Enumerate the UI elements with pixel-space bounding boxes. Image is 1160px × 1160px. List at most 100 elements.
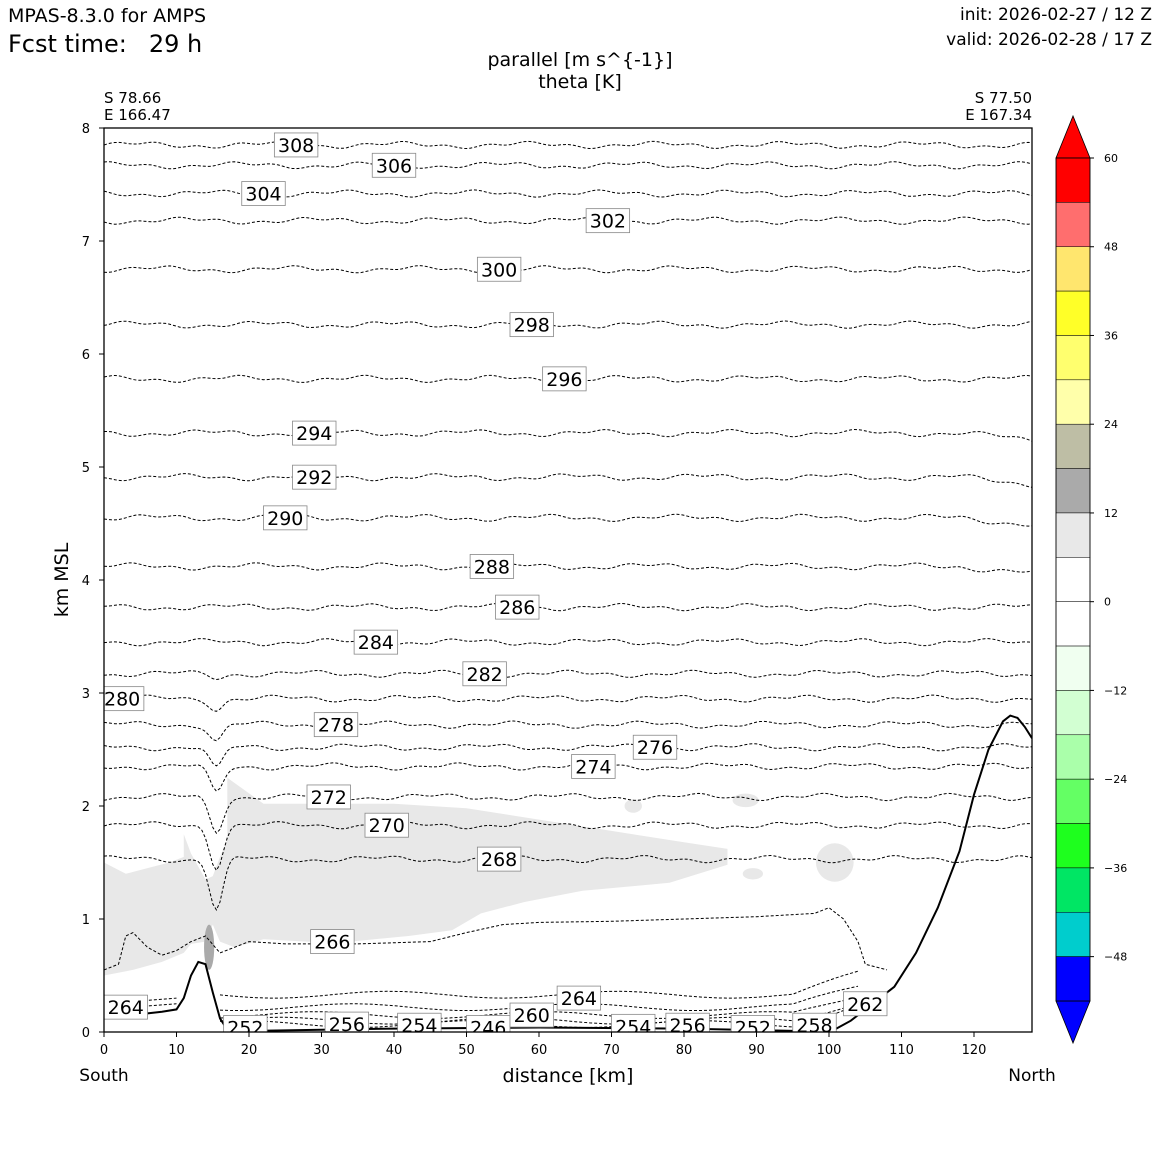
- left-end-latitude: S 78.66: [104, 89, 162, 107]
- contour-label-box: [371, 152, 417, 178]
- valid-time: valid: 2026-02-28 / 17 Z: [946, 30, 1152, 50]
- contour-label-box: [273, 132, 319, 158]
- colorbar-bin: [1055, 956, 1091, 1002]
- colorbar-bin: [1055, 290, 1091, 336]
- y-tick-label: 6: [82, 348, 90, 363]
- colorbar-bin: [1055, 645, 1091, 691]
- south-direction-label: South: [79, 1066, 129, 1086]
- colorbar-bin: [1055, 690, 1091, 736]
- y-tick-label: 3: [82, 687, 90, 702]
- contour-label: 288: [474, 556, 510, 578]
- colorbar-tick-label: 60: [1104, 152, 1118, 165]
- contour-label: 308: [278, 135, 314, 157]
- contour-label: 304: [245, 184, 281, 206]
- contour-label: 300: [481, 259, 517, 281]
- contour-label: 290: [267, 508, 303, 530]
- contour-label-box: [364, 812, 409, 838]
- colorbar-bin: [1055, 512, 1091, 558]
- app-title: MPAS-8.3.0 for AMPS: [8, 5, 207, 27]
- contour-label-box: [792, 1012, 837, 1032]
- contour-label-box: [313, 712, 359, 738]
- theta-contour: [104, 694, 1032, 712]
- contour-label: 282: [466, 664, 502, 686]
- contour-label: 276: [637, 737, 673, 759]
- contour-label: 272: [311, 787, 347, 809]
- contour-label-box: [542, 366, 587, 392]
- contour-label: 264: [108, 997, 144, 1019]
- colorbar-bin: [1055, 202, 1091, 247]
- theta-contour: [104, 216, 1032, 225]
- contour-label-box: [571, 754, 616, 779]
- theta-contour: [104, 720, 1032, 742]
- theta-contour: [104, 428, 1032, 442]
- y-tick-label: 1: [82, 913, 90, 928]
- x-axis-label: distance [km]: [502, 1065, 634, 1087]
- colorbar-over-arrow: [1055, 114, 1091, 159]
- colorbar-tick-label: 24: [1104, 418, 1118, 431]
- chart-subtitle: theta [K]: [538, 71, 622, 93]
- contour-label-box: [353, 629, 399, 655]
- x-tick-label: 80: [676, 1043, 693, 1058]
- contour-label: 298: [514, 315, 550, 337]
- colorbar-bin: [1055, 468, 1091, 514]
- theta-contour: [104, 669, 1032, 681]
- contour-label-box: [476, 256, 522, 282]
- x-tick-label: 100: [817, 1043, 842, 1058]
- contour-label-box: [292, 464, 337, 490]
- contour-label: 262: [847, 994, 883, 1016]
- contour-label: 254: [615, 1016, 651, 1038]
- left-end-longitude: E 166.47: [104, 106, 171, 124]
- colorbar-tick-label: 48: [1104, 241, 1118, 254]
- colorbar-tick-label: 36: [1104, 329, 1118, 342]
- colorbar-frame: [1055, 157, 1091, 1002]
- x-tick-label: 50: [458, 1043, 475, 1058]
- chart-title: parallel [m s^{-1}]: [487, 49, 673, 71]
- contour-label: 280: [104, 689, 140, 711]
- north-direction-label: North: [1008, 1066, 1056, 1086]
- contour-label: 254: [401, 1015, 437, 1037]
- contour-label: 270: [369, 815, 405, 837]
- theta-contour: [104, 602, 1032, 612]
- contour-label: 296: [546, 369, 582, 391]
- contour-label: 258: [796, 1015, 832, 1037]
- contour-label: 306: [376, 155, 412, 177]
- x-tick-label: 0: [100, 1043, 108, 1058]
- x-tick-label: 70: [603, 1043, 620, 1058]
- contour-label: 266: [314, 932, 350, 954]
- shaded-wind-blob: [732, 793, 759, 808]
- contour-label: 292: [296, 467, 332, 489]
- contour-label-box: [324, 1011, 370, 1032]
- colorbar-bin: [1055, 778, 1091, 824]
- contour-label: 302: [590, 211, 626, 233]
- contour-label-box: [241, 181, 286, 206]
- colorbar-tick-label: −12: [1104, 684, 1127, 697]
- contour-label-box: [843, 991, 888, 1017]
- contour-label: 252: [227, 1017, 263, 1039]
- theta-contour: [104, 638, 1032, 647]
- x-tick-label: 120: [962, 1043, 987, 1058]
- theta-contour: [104, 473, 1032, 488]
- colorbar-bin: [1055, 157, 1091, 203]
- theta-contour: [104, 821, 1032, 872]
- shaded-wind-region: [104, 777, 728, 976]
- theta-contour: [104, 513, 1032, 527]
- contour-label: 246: [470, 1017, 506, 1039]
- theta-contour: [104, 562, 1032, 573]
- contour-label-box: [509, 1002, 554, 1028]
- colorbar-tick-label: 0: [1104, 596, 1111, 609]
- colorbar-bin: [1055, 912, 1091, 957]
- theta-contour: [104, 743, 1032, 767]
- contour-label: 256: [669, 1015, 705, 1037]
- shaded-wind-blob: [742, 868, 764, 880]
- contour-label-box: [611, 1013, 656, 1032]
- contour-label-box: [104, 994, 148, 1020]
- contour-label-box: [462, 661, 507, 687]
- colorbar-bin: [1055, 379, 1091, 425]
- theta-contour: [104, 140, 1032, 150]
- contour-label-box: [665, 1012, 710, 1032]
- x-tick-label: 110: [889, 1043, 914, 1058]
- y-tick-label: 4: [82, 574, 90, 589]
- x-tick-label: 20: [241, 1043, 258, 1058]
- contour-label-box: [495, 594, 540, 620]
- contour-label-box: [263, 505, 308, 531]
